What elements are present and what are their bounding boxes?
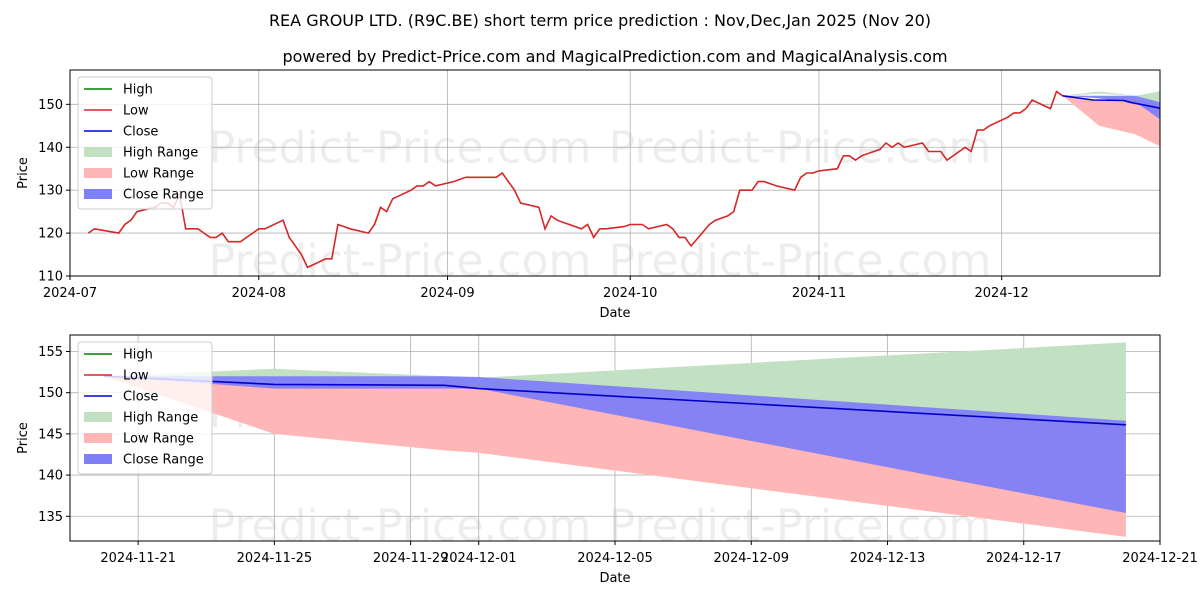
y-tick-label: 150 xyxy=(38,386,63,401)
legend: High Low Close High Range Low Range Close Ran… xyxy=(77,341,213,475)
top-price-chart: Predict-Price.com Predict-Price.com Predic… xyxy=(16,69,1161,321)
legend-label-high: High xyxy=(123,348,153,363)
axes-frame xyxy=(69,334,1161,542)
y-axis-label: Price xyxy=(16,422,31,454)
low-range-band xyxy=(1062,95,1160,147)
close-series-line xyxy=(104,375,1126,426)
x-tick-label: 2024-12-13 xyxy=(850,551,926,566)
x-tick-label: 2024-11-21 xyxy=(100,551,176,566)
watermark-group: Predict-Price.com Predict-Price.com Predic… xyxy=(209,122,992,286)
close-range-band xyxy=(1062,95,1160,120)
legend-swatch-high-range xyxy=(84,412,112,422)
x-tick-label: 2024-12-09 xyxy=(713,551,789,566)
y-tick-label: 140 xyxy=(38,469,63,484)
y-tick-label: 145 xyxy=(38,427,63,442)
series-lines xyxy=(87,90,1160,269)
x-tick-label: 2024-11-25 xyxy=(237,551,313,566)
legend-swatch-low-range xyxy=(84,433,112,443)
y-tick-label: 150 xyxy=(38,98,63,113)
legend-label-low: Low xyxy=(123,104,149,119)
y-tick-label: 140 xyxy=(38,141,63,156)
x-tick-label: 2024-12 xyxy=(975,286,1029,301)
x-tick-label: 2024-08 xyxy=(232,286,286,301)
y-tick-label: 130 xyxy=(38,184,63,199)
x-tick-label: 2024-11 xyxy=(792,286,846,301)
x-axis-label: Date xyxy=(599,571,630,586)
x-tick-label: 2024-12-17 xyxy=(986,551,1062,566)
legend-label-high-range: High Range xyxy=(123,411,198,426)
y-axis-label: Price xyxy=(16,157,31,189)
legend-swatch-high-range xyxy=(84,147,112,157)
close-series-line xyxy=(1062,95,1160,110)
x-tick-label: 2024-09 xyxy=(420,286,474,301)
high-range-band xyxy=(104,342,1126,422)
axes-frame xyxy=(69,69,1161,277)
series-lines xyxy=(104,375,1126,426)
x-tick-label: 2024-12-01 xyxy=(441,551,517,566)
y-tick-label: 135 xyxy=(38,510,63,525)
x-tick-label: 2024-12-21 xyxy=(1122,551,1198,566)
watermark-text: Predict-Price.com xyxy=(209,122,592,173)
x-tick-label: 2024-10 xyxy=(603,286,657,301)
y-tick-label: 110 xyxy=(38,270,63,285)
legend-label-close-range: Close Range xyxy=(123,453,204,468)
legend-label-close-range: Close Range xyxy=(123,188,204,203)
watermark-text: Predict-Price.com xyxy=(209,501,592,552)
legend-swatch-close-range xyxy=(84,189,112,199)
range-bands xyxy=(1062,91,1160,147)
bottom-forecast-chart: Predict-Price.comPredict-Price.comPredic… xyxy=(16,334,1198,586)
x-tick-label: 2024-12-05 xyxy=(577,551,653,566)
legend-label-low-range: Low Range xyxy=(123,167,194,182)
legend-label-close: Close xyxy=(123,125,158,140)
low-series-line xyxy=(87,90,1064,269)
legend-swatch-low-range xyxy=(84,168,112,178)
watermark-text: Predict-Price.com xyxy=(609,236,992,287)
watermark-text: Predict-Price.com xyxy=(209,236,592,287)
chart-subtitle: powered by Predict-Price.com and Magical… xyxy=(282,47,947,66)
y-tick-label: 155 xyxy=(38,345,63,360)
legend-label-low: Low xyxy=(123,369,149,384)
watermark-text: Predict-Price.com xyxy=(609,122,992,173)
x-tick-label: 2024-11-29 xyxy=(373,551,449,566)
high-range-band xyxy=(1062,91,1160,103)
legend-swatch-close-range xyxy=(84,454,112,464)
legend-label-close: Close xyxy=(123,390,158,405)
chart-title: REA GROUP LTD. (R9C.BE) short term price… xyxy=(269,11,931,30)
legend-label-low-range: Low Range xyxy=(123,432,194,447)
x-tick-label: 2024-07 xyxy=(43,286,97,301)
y-tick-label: 120 xyxy=(38,227,63,242)
legend-label-high-range: High Range xyxy=(123,146,198,161)
legend-label-high: High xyxy=(123,83,153,98)
legend: High Low Close High Range Low Range Close Ran… xyxy=(77,76,213,210)
x-axis-label: Date xyxy=(599,306,630,321)
